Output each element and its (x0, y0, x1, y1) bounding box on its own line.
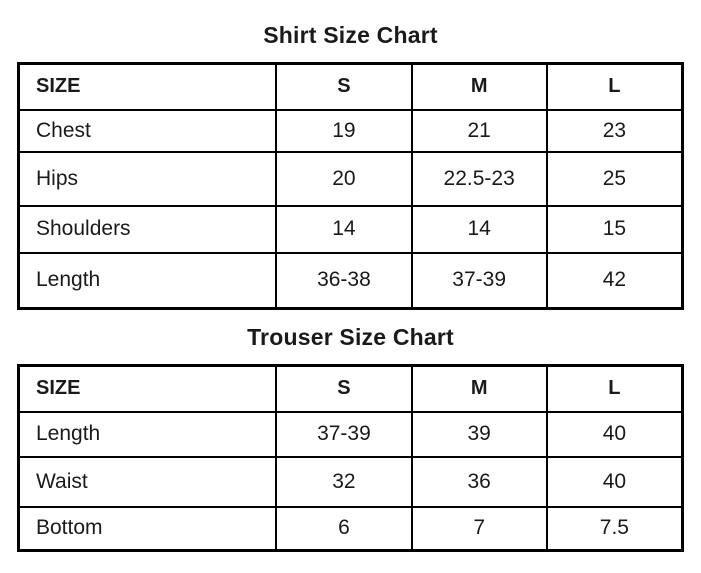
value-cell: 15 (545, 204, 684, 254)
row-label-cell: Hips (17, 150, 278, 207)
value-cell: 37-39 (275, 410, 413, 458)
value-cell: 19 (275, 108, 413, 153)
value-cell: 7 (410, 505, 548, 552)
table-row: Waist 32 36 40 (17, 455, 684, 508)
table-row: Shoulders 14 14 15 (17, 204, 684, 254)
row-label-cell: Length (17, 410, 278, 458)
trouser-col-s-header: S (275, 364, 413, 413)
trouser-chart-title: Trouser Size Chart (247, 324, 454, 350)
value-cell: 21 (410, 108, 548, 153)
shirt-col-s-header: S (275, 62, 413, 111)
value-cell: 25 (545, 150, 684, 207)
shirt-chart-title: Shirt Size Chart (263, 22, 438, 48)
value-cell: 6 (275, 505, 413, 552)
row-label-cell: Chest (17, 108, 278, 153)
trouser-size-header-cell: SIZE (17, 364, 278, 413)
shirt-size-header-cell: SIZE (17, 62, 278, 111)
value-cell: 14 (410, 204, 548, 254)
value-cell: 42 (545, 251, 684, 310)
value-cell: 36-38 (275, 251, 413, 310)
shirt-table-header-row: SIZE S M L (17, 62, 684, 111)
shirt-col-m-header: M (410, 62, 548, 111)
row-label-cell: Bottom (17, 505, 278, 552)
table-row: Length 37-39 39 40 (17, 410, 684, 458)
trouser-col-m-header: M (410, 364, 548, 413)
value-cell: 36 (410, 455, 548, 508)
value-cell: 40 (545, 410, 684, 458)
value-cell: 23 (545, 108, 684, 153)
value-cell: 22.5-23 (410, 150, 548, 207)
trouser-size-table: SIZE S M L Length 37-39 39 40 Waist 32 3… (17, 364, 684, 552)
table-row: Hips 20 22.5-23 25 (17, 150, 684, 207)
shirt-size-table: SIZE S M L Chest 19 21 23 Hips 20 22.5-2… (17, 62, 684, 310)
value-cell: 37-39 (410, 251, 548, 310)
row-label-cell: Waist (17, 455, 278, 508)
value-cell: 32 (275, 455, 413, 508)
trouser-table-header-row: SIZE S M L (17, 364, 684, 413)
row-label-cell: Length (17, 251, 278, 310)
value-cell: 39 (410, 410, 548, 458)
table-row: Bottom 6 7 7.5 (17, 505, 684, 552)
table-row: Length 36-38 37-39 42 (17, 251, 684, 310)
value-cell: 7.5 (545, 505, 684, 552)
table-row: Chest 19 21 23 (17, 108, 684, 153)
value-cell: 40 (545, 455, 684, 508)
trouser-col-l-header: L (545, 364, 684, 413)
size-charts-page: Shirt Size Chart SIZE S M L Chest 19 21 … (17, 22, 684, 552)
row-label-cell: Shoulders (17, 204, 278, 254)
value-cell: 20 (275, 150, 413, 207)
value-cell: 14 (275, 204, 413, 254)
shirt-col-l-header: L (545, 62, 684, 111)
